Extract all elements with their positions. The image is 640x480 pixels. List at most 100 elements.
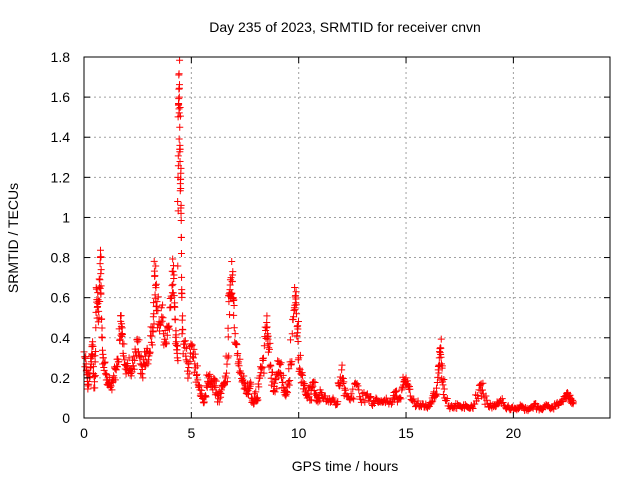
data-point: [162, 340, 170, 348]
data-point: [271, 388, 279, 396]
data-point: [285, 365, 293, 373]
data-point: [224, 354, 232, 362]
data-point: [131, 356, 139, 364]
data-point: [284, 378, 292, 386]
data-point: [189, 354, 197, 362]
data-point: [190, 345, 198, 353]
data-point: [361, 398, 369, 406]
data-point: [570, 398, 578, 406]
data-point: [179, 326, 187, 334]
x-axis-label: GPS time / hours: [292, 458, 399, 474]
data-point: [277, 359, 285, 367]
data-point: [435, 369, 443, 377]
data-point: [179, 312, 187, 320]
data-point: [177, 164, 185, 172]
data-point: [97, 282, 105, 290]
data-point: [382, 394, 390, 402]
data-point: [117, 312, 125, 320]
data-point: [299, 371, 307, 379]
data-point: [91, 358, 99, 366]
data-point: [229, 268, 237, 276]
data-point: [183, 344, 191, 352]
data-point: [288, 358, 296, 366]
data-point: [95, 275, 103, 283]
data-point: [294, 325, 302, 333]
x-tick-label: 10: [291, 425, 307, 441]
data-point: [149, 328, 157, 336]
plot-frame: [83, 56, 611, 419]
data-point: [174, 198, 182, 206]
data-point: [271, 379, 279, 387]
data-point: [226, 311, 234, 319]
data-point: [499, 398, 507, 406]
data-point: [176, 112, 184, 120]
data-point: [440, 376, 448, 384]
y-tick-label: 0.8: [51, 250, 71, 266]
data-point: [396, 394, 404, 402]
data-point: [116, 335, 124, 343]
data-point: [91, 378, 99, 386]
data-point: [154, 293, 162, 301]
data-point: [437, 344, 445, 352]
data-point: [433, 390, 441, 398]
data-point: [139, 374, 147, 382]
data-point: [439, 381, 447, 389]
data-point: [174, 342, 182, 350]
data-point: [172, 331, 180, 339]
data-point: [254, 396, 262, 404]
data-point: [265, 344, 273, 352]
data-point: [230, 324, 238, 332]
data-point: [100, 366, 108, 374]
data-point: [136, 354, 144, 362]
data-point: [406, 385, 414, 393]
x-tick-label: 0: [80, 425, 88, 441]
y-tick-label: 0.2: [51, 370, 71, 386]
data-point: [188, 341, 196, 349]
data-point: [96, 298, 104, 306]
data-point: [316, 397, 324, 405]
data-point: [212, 383, 220, 391]
data-point: [150, 257, 158, 265]
data-point: [224, 333, 232, 341]
data-point: [159, 301, 167, 309]
data-point: [177, 233, 185, 241]
chart-title: Day 235 of 2023, SRMTID for receiver cnv…: [209, 19, 481, 35]
y-tick-label: 0: [62, 410, 70, 426]
data-point: [175, 135, 183, 143]
data-point: [276, 361, 284, 369]
data-point: [161, 335, 169, 343]
data-point: [275, 360, 283, 368]
data-point: [235, 368, 243, 376]
data-point: [239, 378, 247, 386]
data-point: [171, 303, 179, 311]
data-point: [290, 313, 298, 321]
data-point: [178, 273, 186, 281]
data-point: [267, 362, 275, 370]
data-point: [151, 272, 159, 280]
data-point: [406, 392, 414, 400]
data-point: [293, 310, 301, 318]
data-point: [185, 370, 193, 378]
data-point: [177, 184, 185, 192]
data-point: [147, 323, 155, 331]
data-point: [169, 268, 177, 276]
data-point: [175, 81, 183, 89]
data-point: [548, 404, 556, 412]
data-point: [177, 217, 185, 225]
data-point: [352, 380, 360, 388]
data-point: [148, 341, 156, 349]
data-point: [159, 314, 167, 322]
data-point: [230, 301, 238, 309]
data-point: [265, 345, 273, 353]
data-point: [482, 392, 490, 400]
data-point: [311, 378, 319, 386]
data-point: [96, 276, 104, 284]
data-point: [433, 384, 441, 392]
data-point: [397, 395, 405, 403]
data-point: [367, 392, 375, 400]
data-point: [473, 391, 481, 399]
data-point: [135, 336, 143, 344]
data-point: [211, 376, 219, 384]
data-point: [206, 370, 214, 378]
data-point: [148, 332, 156, 340]
